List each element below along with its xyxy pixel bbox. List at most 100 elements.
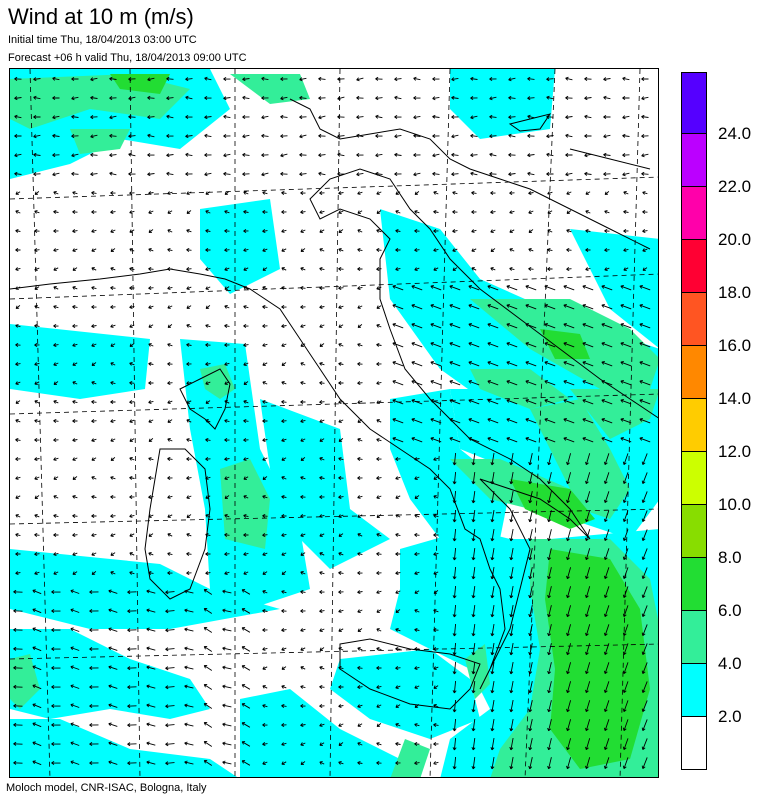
wind-arrow [33, 115, 41, 119]
wind-arrow [449, 304, 461, 310]
wind-arrow [603, 95, 611, 100]
wind-arrow [566, 247, 572, 252]
wind-arrow [603, 453, 610, 466]
wind-arrow [146, 684, 156, 689]
wind-arrow [471, 681, 476, 694]
wind-arrow [509, 510, 514, 523]
wind-arrow [243, 533, 249, 537]
wind-arrow [603, 491, 610, 504]
wind-arrow [184, 627, 194, 632]
wind-arrow [319, 362, 325, 366]
wind-arrow [622, 529, 629, 541]
wind-arrow [15, 437, 21, 442]
wind-arrow [452, 604, 457, 618]
wind-arrow [222, 722, 232, 727]
wind-arrow [525, 437, 537, 443]
wind-arrow [127, 590, 137, 595]
wind-arrow [89, 742, 99, 746]
wind-arrow [395, 495, 401, 499]
wind-arrow [566, 586, 572, 599]
wind-arrow [376, 400, 382, 404]
wind-arrow [392, 399, 404, 405]
legend-swatch [682, 187, 706, 240]
wind-arrow [319, 495, 325, 499]
wind-arrow [547, 491, 552, 504]
wind-arrow [262, 304, 268, 309]
wind-arrow [224, 210, 230, 214]
wind-arrow [603, 529, 610, 542]
wind-arrow [430, 304, 442, 310]
wind-arrow [319, 266, 325, 271]
wind-arrow [395, 476, 401, 480]
wind-arrow [15, 191, 21, 195]
wind-arrow [338, 742, 344, 746]
wind-arrow [15, 228, 21, 233]
wind-arrow [14, 153, 22, 158]
wind-arrow [394, 77, 402, 82]
wind-arrow [376, 305, 382, 309]
wind-arrow [470, 171, 478, 176]
wind-arrow [148, 419, 154, 423]
wind-arrow [508, 115, 516, 120]
wind-arrow [300, 647, 306, 651]
wind-arrow [471, 190, 477, 195]
wind-arrow [53, 229, 59, 233]
wind-arrow [91, 305, 97, 309]
wind-arrow [14, 114, 22, 119]
wind-arrow [395, 267, 401, 272]
wind-arrow [318, 96, 326, 101]
wind-arrow [642, 267, 648, 271]
wind-arrow [300, 380, 306, 385]
wind-arrow [452, 452, 457, 466]
wind-arrow [528, 605, 533, 618]
wind-arrow [148, 361, 154, 366]
wind-arrow [509, 529, 514, 542]
wind-arrow [91, 438, 97, 442]
wind-arrow [91, 267, 97, 271]
wind-arrow [223, 153, 231, 158]
wind-arrow [585, 453, 591, 466]
wind-arrow [89, 628, 99, 632]
wind-arrow [414, 552, 420, 557]
wind-arrow [622, 700, 629, 712]
wind-arrow [127, 666, 137, 671]
wind-arrow [110, 380, 116, 385]
forecast-valid-time: Forecast +06 h valid Thu, 18/04/2013 09:… [8, 52, 247, 64]
wind-arrow [506, 418, 518, 424]
wind-arrow [110, 438, 116, 442]
wind-arrow [33, 77, 41, 82]
wind-arrow [51, 609, 61, 613]
wind-arrow [205, 476, 211, 480]
wind-arrow [243, 324, 249, 328]
wind-arrow [639, 323, 651, 329]
wind-arrow [129, 514, 135, 518]
wind-arrow [147, 115, 155, 120]
wind-arrow [51, 666, 61, 670]
wind-arrow [108, 741, 118, 746]
wind-arrow [166, 114, 174, 119]
wind-arrow [281, 628, 287, 633]
wind-arrow [639, 418, 651, 424]
wind-arrow [376, 286, 382, 290]
wind-arrow [89, 723, 99, 727]
wind-arrow [430, 285, 442, 291]
wind-arrow [338, 590, 344, 594]
initial-time: Initial time Thu, 18/04/2013 03:00 UTC [8, 34, 197, 46]
wind-arrow [72, 229, 78, 234]
wind-arrow [184, 608, 194, 613]
wind-arrow [15, 532, 21, 537]
wind-arrow [489, 77, 497, 81]
wind-arrow [15, 343, 21, 347]
wind-arrow [204, 172, 212, 177]
wind-arrow [433, 722, 439, 727]
wind-arrow [127, 609, 137, 614]
wind-arrow [414, 191, 420, 196]
wind-arrow [166, 153, 174, 158]
wind-arrow [243, 418, 249, 423]
wind-arrow [528, 567, 533, 580]
wind-arrow [430, 437, 442, 443]
wind-arrow [546, 95, 554, 100]
wind-arrow [32, 608, 42, 614]
wind-arrow [205, 248, 211, 252]
wind-arrow [89, 590, 99, 594]
